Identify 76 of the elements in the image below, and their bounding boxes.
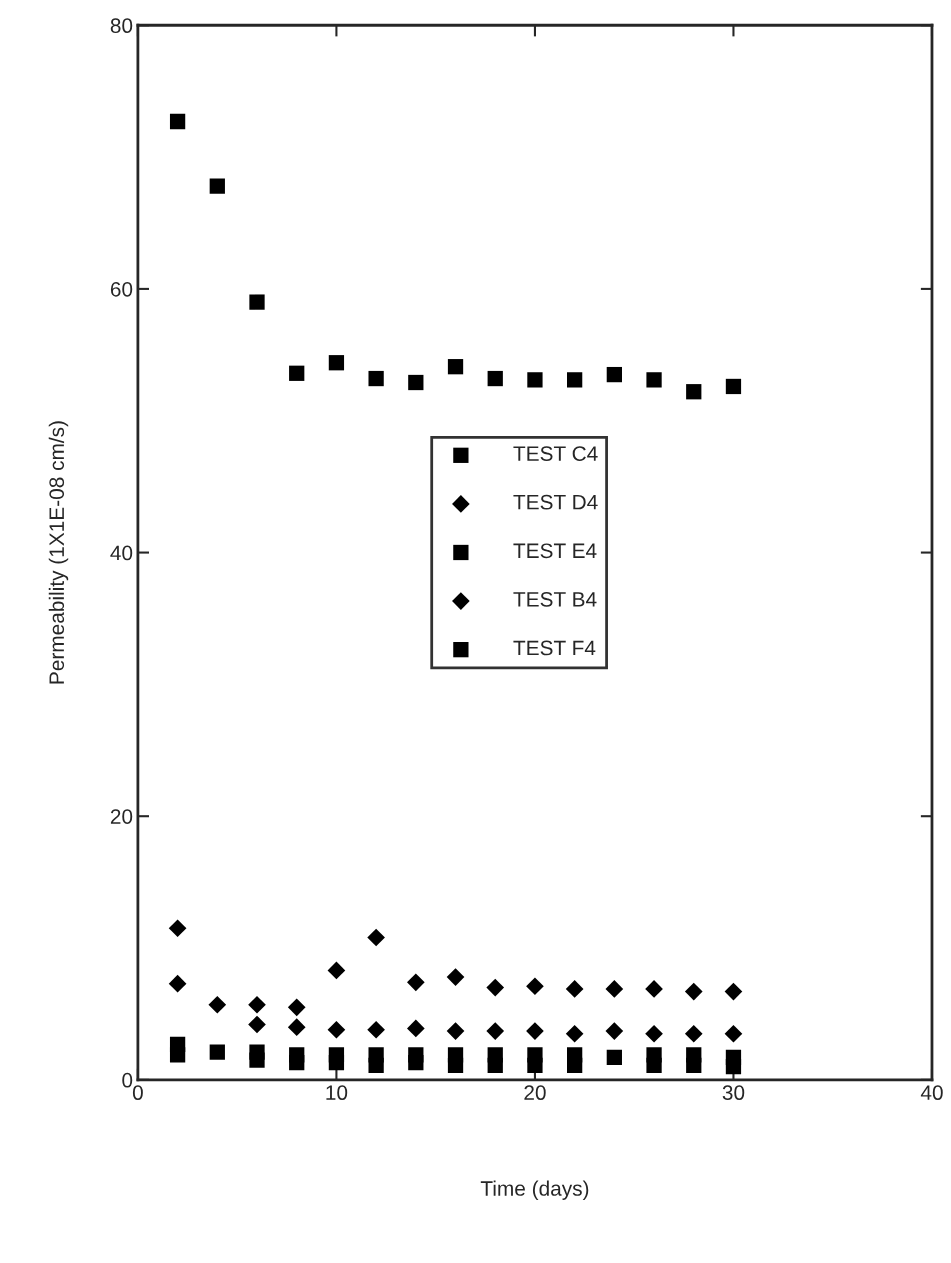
point <box>686 1047 702 1063</box>
point <box>169 1036 186 1052</box>
y-axis-title: Permeability (1X1E-08 cm/s) <box>48 421 69 684</box>
point <box>565 1024 584 1043</box>
point <box>486 978 505 997</box>
point <box>287 998 306 1017</box>
point <box>289 1047 305 1063</box>
point <box>684 1024 703 1043</box>
y-tick-label: 80 <box>110 18 133 34</box>
point <box>565 980 584 998</box>
point <box>684 982 703 1001</box>
point <box>367 1020 385 1039</box>
point <box>646 1047 662 1063</box>
point <box>368 1047 384 1063</box>
x-tick-label: 20 <box>524 1085 546 1101</box>
point <box>168 974 187 993</box>
y-tick-label: 60 <box>110 281 133 297</box>
point <box>567 372 583 388</box>
point <box>527 372 543 388</box>
point <box>486 1022 505 1040</box>
point <box>328 1047 345 1063</box>
y-tick-label: 0 <box>122 1072 133 1088</box>
point <box>367 928 385 947</box>
point <box>169 113 186 130</box>
point <box>406 1019 425 1038</box>
point <box>526 1022 544 1040</box>
point <box>724 1024 743 1043</box>
point <box>487 370 503 387</box>
point <box>168 919 187 938</box>
point <box>408 1047 424 1063</box>
point <box>527 1047 543 1063</box>
x-tick-label: 0 <box>132 1085 143 1101</box>
point <box>686 384 702 400</box>
point <box>209 178 225 194</box>
point <box>487 1047 503 1063</box>
point <box>406 973 425 992</box>
x-tick-label: 30 <box>722 1085 745 1101</box>
point <box>725 378 742 395</box>
point <box>249 294 265 310</box>
point <box>328 355 345 371</box>
point <box>209 1044 225 1060</box>
x-axis-title: Time (days) <box>480 1180 589 1200</box>
legend-label: TEST F4 <box>513 640 596 656</box>
point <box>248 995 266 1014</box>
x-tick-label: 40 <box>920 1085 943 1101</box>
point <box>368 370 384 387</box>
point <box>447 359 464 375</box>
point <box>606 1049 622 1066</box>
point <box>249 1044 265 1060</box>
point <box>605 1022 624 1040</box>
point <box>208 995 227 1014</box>
point <box>645 980 663 998</box>
point <box>567 1047 583 1063</box>
point <box>327 961 346 980</box>
point <box>606 366 622 383</box>
point <box>408 374 424 391</box>
point <box>446 968 465 986</box>
legend-label: TEST C4 <box>513 446 598 461</box>
point <box>645 1024 663 1043</box>
point <box>446 1022 465 1040</box>
legend-label: TEST D4 <box>513 494 598 510</box>
point <box>646 372 662 388</box>
point <box>724 982 743 1001</box>
point <box>447 1047 464 1063</box>
point <box>327 1020 346 1039</box>
x-tick-label: 10 <box>326 1085 348 1101</box>
legend-label: TEST B4 <box>513 591 597 607</box>
point <box>248 1015 266 1034</box>
point <box>605 980 624 998</box>
y-tick-label: 20 <box>110 809 133 824</box>
point <box>725 1049 742 1066</box>
point <box>526 977 544 996</box>
legend-label: TEST E4 <box>513 543 597 559</box>
y-tick-label: 40 <box>110 545 133 561</box>
point <box>287 1018 306 1036</box>
point <box>289 365 305 381</box>
